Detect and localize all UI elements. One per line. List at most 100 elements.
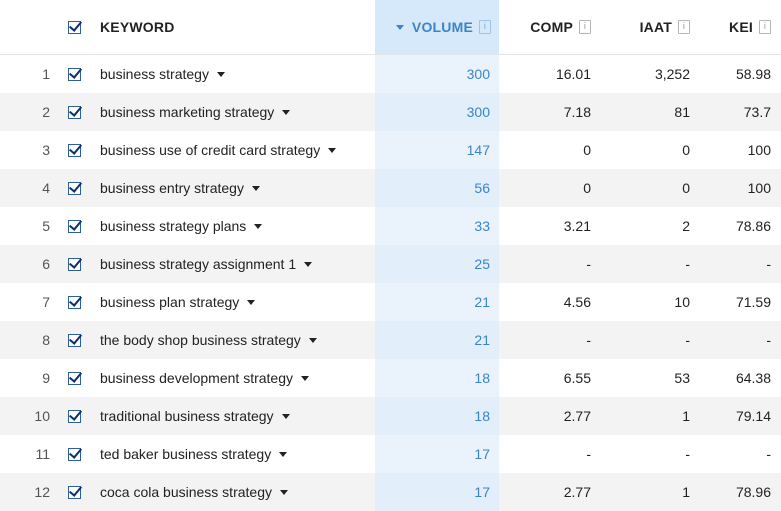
comp-cell: - [586,446,591,462]
keyword-cell[interactable]: business development strategy [100,359,370,397]
caret-down-icon[interactable] [282,109,291,115]
row-checkbox[interactable] [66,55,82,93]
keyword-cell[interactable]: business strategy [100,55,370,93]
keyword-text: ted baker business strategy [100,446,272,462]
iaat-column-header[interactable]: IAAT i [592,0,690,54]
keyword-text: traditional business strategy [100,408,274,424]
comp-cell: - [586,256,591,272]
table-row: 5 business strategy plans 33 3.21 2 78.8… [0,207,781,245]
row-checkbox[interactable] [66,283,82,321]
iaat-cell: 1 [682,484,690,500]
table-row: 10 traditional business strategy 18 2.77… [0,397,781,435]
keyword-cell[interactable]: business plan strategy [100,283,370,321]
keyword-cell[interactable]: coca cola business strategy [100,473,370,511]
table-row: 9 business development strategy 18 6.55 … [0,359,781,397]
caret-down-icon[interactable] [308,337,317,343]
info-icon[interactable]: i [479,20,491,34]
iaat-cell: 10 [674,294,690,310]
caret-down-icon[interactable] [216,71,225,77]
kei-cell: 79.14 [735,408,771,424]
kei-column-header[interactable]: KEI i [700,0,771,54]
row-number: 5 [42,218,50,234]
comp-cell: 7.18 [563,104,591,120]
table-row: 1 business strategy 300 16.01 3,252 58.9… [0,55,781,93]
keyword-text: business strategy plans [100,218,247,234]
info-icon[interactable]: i [759,20,771,34]
keyword-cell[interactable]: traditional business strategy [100,397,370,435]
keyword-text: business plan strategy [100,294,240,310]
table-row: 12 coca cola business strategy 17 2.77 1… [0,473,781,511]
keyword-column-header[interactable]: KEYWORD [100,0,370,54]
caret-down-icon[interactable] [247,299,256,305]
iaat-cell: 2 [682,218,690,234]
keyword-cell[interactable]: ted baker business strategy [100,435,370,473]
info-icon[interactable]: i [579,20,591,34]
row-checkbox[interactable] [66,359,82,397]
comp-cell: 0 [583,180,591,196]
caret-down-icon[interactable] [304,261,313,267]
row-checkbox[interactable] [66,473,82,511]
caret-down-icon[interactable] [301,375,309,381]
caret-down-icon[interactable] [251,185,260,191]
row-number: 7 [42,294,50,310]
row-checkbox[interactable] [66,131,82,169]
row-checkbox[interactable] [66,207,82,245]
checked-checkbox-icon [67,447,81,461]
row-number: 8 [42,332,50,348]
row-checkbox[interactable] [66,435,82,473]
keyword-header-label: KEYWORD [100,19,175,35]
row-number: 2 [42,104,50,120]
iaat-cell: - [685,332,690,348]
select-all-checkbox[interactable] [66,0,82,54]
keyword-cell[interactable]: business strategy plans [100,207,370,245]
kei-cell: 71.59 [735,294,771,310]
row-number: 1 [42,66,50,82]
caret-down-icon[interactable] [279,489,288,495]
keyword-text: business marketing strategy [100,104,275,120]
keyword-text: business entry strategy [100,180,244,196]
kei-cell: 100 [747,142,771,158]
checked-checkbox-icon [67,257,81,271]
row-checkbox[interactable] [66,397,82,435]
row-checkbox[interactable] [66,169,82,207]
row-number: 9 [42,370,50,386]
kei-cell: 64.38 [735,370,771,386]
volume-cell: 25 [375,245,499,283]
checked-checkbox-icon [67,67,81,81]
comp-column-header[interactable]: COMP i [500,0,591,54]
keyword-cell[interactable]: the body shop business strategy [100,321,370,359]
keyword-cell[interactable]: business marketing strategy [100,93,370,131]
volume-header-label: VOLUME [411,19,473,35]
volume-column-header[interactable]: VOLUME i [375,0,499,54]
row-number: 11 [35,446,50,462]
keyword-cell[interactable]: business entry strategy [100,169,370,207]
caret-down-icon[interactable] [279,451,288,457]
keyword-text: business strategy [100,66,209,82]
keyword-text: the body shop business strategy [100,332,301,348]
table-row: 7 business plan strategy 21 4.56 10 71.5… [0,283,781,321]
table-row: 2 business marketing strategy 300 7.18 8… [0,93,781,131]
caret-down-icon[interactable] [281,413,290,419]
keyword-cell[interactable]: business use of credit card strategy [100,131,370,169]
info-icon[interactable]: i [678,20,690,34]
checked-checkbox-icon [67,409,81,423]
row-checkbox[interactable] [66,245,82,283]
keyword-cell[interactable]: business strategy assignment 1 [100,245,370,283]
volume-cell: 21 [375,283,499,321]
table-header: KEYWORD VOLUME i COMP i IAAT i KEI i [0,0,781,55]
kei-header-label: KEI [729,19,753,35]
caret-down-icon[interactable] [328,147,337,153]
caret-down-icon[interactable] [254,223,263,229]
comp-header-label: COMP [530,19,573,35]
row-checkbox[interactable] [66,93,82,131]
checked-checkbox-icon [67,143,81,157]
volume-cell: 56 [375,169,499,207]
comp-cell: 3.21 [563,218,591,234]
comp-cell: - [586,332,591,348]
kei-cell: - [766,446,771,462]
comp-cell: 2.77 [563,484,591,500]
volume-cell: 147 [375,131,499,169]
iaat-cell: 81 [674,104,690,120]
row-checkbox[interactable] [66,321,82,359]
